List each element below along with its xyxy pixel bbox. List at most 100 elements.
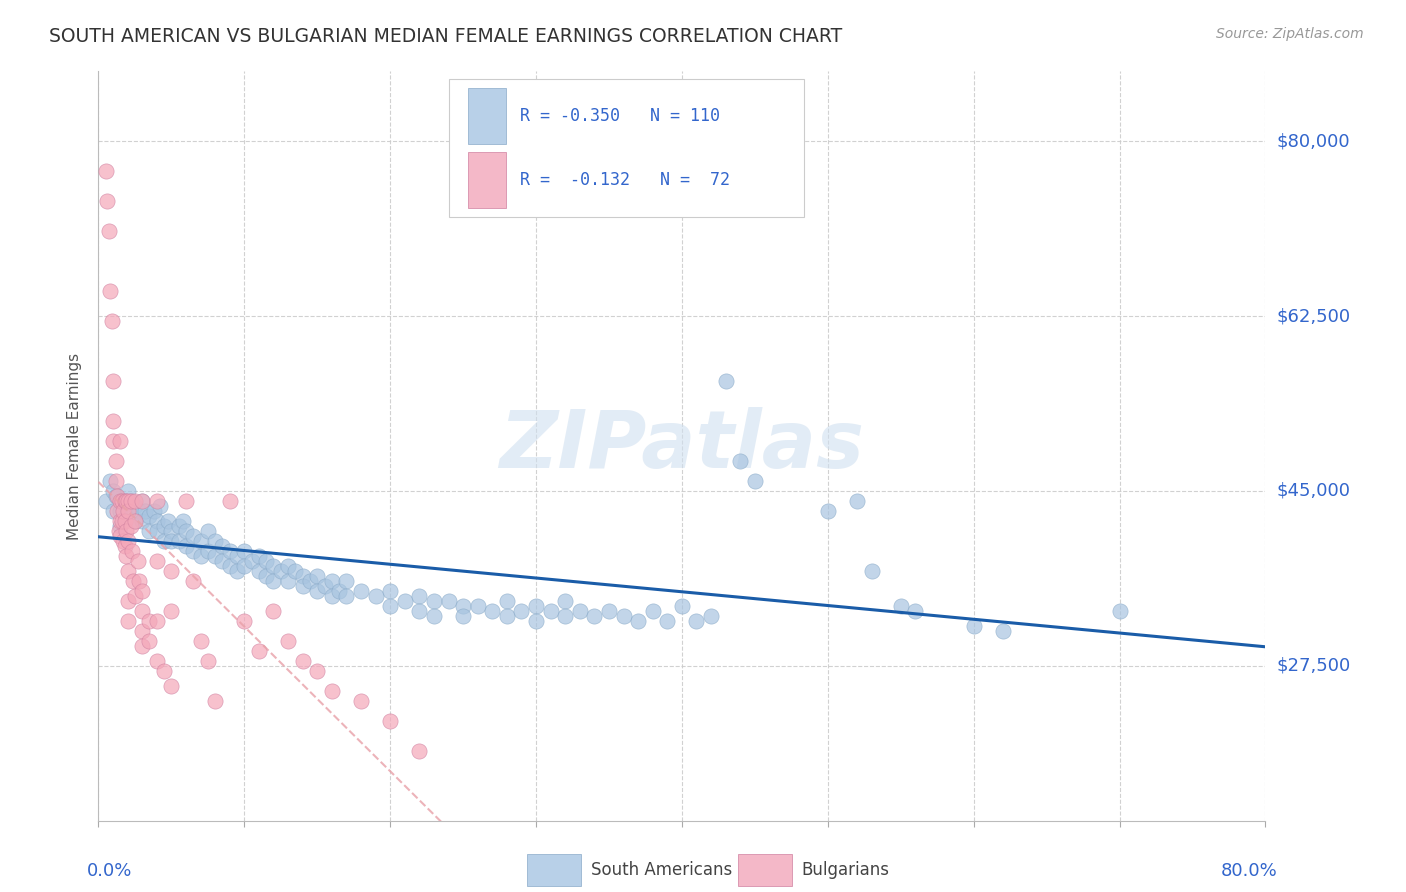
Point bbox=[657, 614, 679, 628]
FancyBboxPatch shape bbox=[468, 88, 506, 145]
Point bbox=[105, 504, 128, 518]
Point bbox=[817, 504, 839, 518]
Point bbox=[335, 589, 357, 603]
Point bbox=[204, 694, 226, 708]
Point bbox=[131, 583, 153, 598]
Point bbox=[104, 454, 127, 468]
Point bbox=[101, 374, 124, 388]
Point bbox=[98, 284, 121, 298]
Point bbox=[167, 533, 190, 548]
Y-axis label: Median Female Earnings: Median Female Earnings bbox=[67, 352, 83, 540]
Point bbox=[262, 558, 284, 573]
Point bbox=[117, 533, 139, 548]
Point bbox=[197, 524, 219, 538]
Point bbox=[641, 604, 664, 618]
Point bbox=[380, 714, 402, 728]
Point bbox=[437, 594, 460, 608]
Point bbox=[307, 569, 329, 583]
Point bbox=[218, 544, 240, 558]
Point bbox=[568, 604, 591, 618]
Point bbox=[451, 608, 474, 623]
Point bbox=[270, 564, 292, 578]
Point bbox=[127, 554, 149, 568]
Point bbox=[112, 504, 135, 518]
Point bbox=[122, 574, 145, 588]
Point bbox=[262, 604, 284, 618]
Point bbox=[240, 554, 263, 568]
Point bbox=[117, 494, 139, 508]
Point bbox=[247, 549, 270, 563]
Point bbox=[181, 529, 204, 543]
Point bbox=[97, 224, 120, 238]
Point bbox=[685, 614, 707, 628]
Point bbox=[110, 494, 132, 508]
Point bbox=[131, 494, 153, 508]
Point bbox=[115, 524, 138, 538]
Point bbox=[146, 494, 169, 508]
Point bbox=[204, 533, 226, 548]
Point bbox=[174, 494, 197, 508]
Point bbox=[96, 194, 118, 209]
Point bbox=[321, 683, 343, 698]
Point bbox=[700, 608, 723, 623]
Point bbox=[291, 569, 314, 583]
Point bbox=[160, 679, 183, 693]
Point bbox=[101, 434, 124, 448]
Point bbox=[247, 564, 270, 578]
Point bbox=[307, 664, 329, 678]
Point bbox=[247, 644, 270, 658]
Point bbox=[101, 483, 124, 498]
Point bbox=[226, 564, 249, 578]
Point bbox=[190, 549, 212, 563]
Point bbox=[117, 483, 139, 498]
Point bbox=[394, 594, 416, 608]
Point bbox=[114, 514, 136, 528]
Text: 80.0%: 80.0% bbox=[1220, 862, 1277, 880]
Point bbox=[120, 519, 142, 533]
Point bbox=[138, 524, 160, 538]
Point bbox=[142, 504, 165, 518]
Point bbox=[172, 514, 194, 528]
Point bbox=[744, 474, 766, 488]
Point bbox=[110, 519, 132, 533]
Point bbox=[111, 494, 134, 508]
Point bbox=[120, 494, 142, 508]
Point bbox=[131, 604, 153, 618]
Point bbox=[321, 589, 343, 603]
Point bbox=[114, 494, 136, 508]
Point bbox=[314, 579, 336, 593]
Point bbox=[254, 569, 277, 583]
Text: SOUTH AMERICAN VS BULGARIAN MEDIAN FEMALE EARNINGS CORRELATION CHART: SOUTH AMERICAN VS BULGARIAN MEDIAN FEMAL… bbox=[49, 27, 842, 45]
Point bbox=[108, 524, 131, 538]
Point bbox=[218, 558, 240, 573]
Point bbox=[962, 619, 984, 633]
Point bbox=[138, 633, 160, 648]
Point bbox=[174, 539, 197, 553]
Point bbox=[131, 639, 153, 653]
Point bbox=[160, 524, 183, 538]
Point bbox=[117, 564, 139, 578]
Point bbox=[146, 614, 169, 628]
Text: $45,000: $45,000 bbox=[1277, 482, 1351, 500]
Point bbox=[117, 594, 139, 608]
Point bbox=[321, 574, 343, 588]
Text: South Americans: South Americans bbox=[591, 861, 731, 879]
Point bbox=[277, 574, 299, 588]
Point bbox=[1108, 604, 1130, 618]
Point bbox=[496, 594, 519, 608]
Point bbox=[204, 549, 226, 563]
Point bbox=[167, 519, 190, 533]
Text: ZIPatlas: ZIPatlas bbox=[499, 407, 865, 485]
Point bbox=[496, 608, 519, 623]
Text: $62,500: $62,500 bbox=[1277, 307, 1351, 325]
Point bbox=[328, 583, 350, 598]
Point bbox=[583, 608, 606, 623]
Point bbox=[110, 504, 132, 518]
Point bbox=[291, 654, 314, 668]
Point bbox=[146, 554, 169, 568]
Point bbox=[138, 614, 160, 628]
Point bbox=[121, 544, 143, 558]
Point bbox=[114, 494, 136, 508]
Point bbox=[423, 594, 446, 608]
Point bbox=[380, 583, 402, 598]
